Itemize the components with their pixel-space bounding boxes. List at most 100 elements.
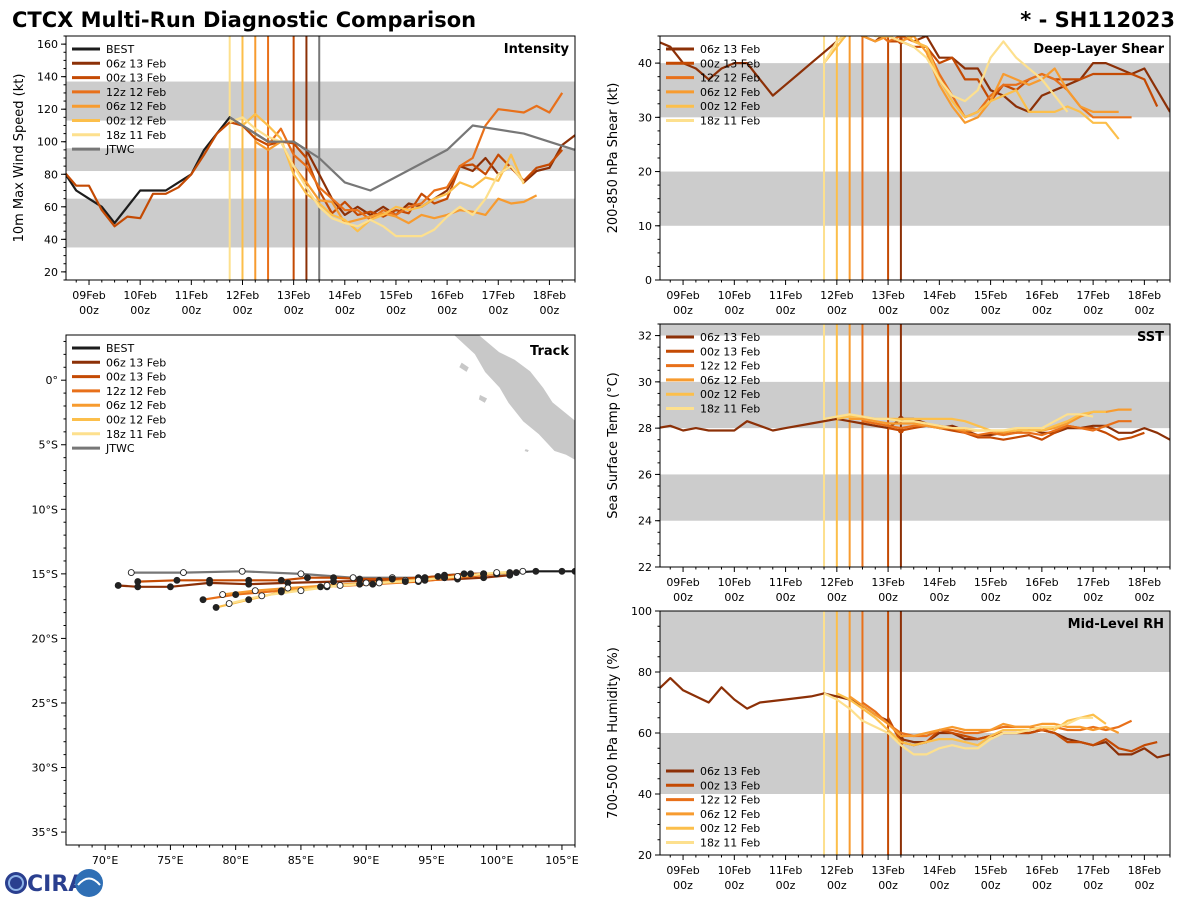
track-point-18z-11-feb [336, 582, 344, 589]
sst-xtick-hour: 00z [878, 591, 898, 604]
shear-xtick-hour: 00z [1032, 304, 1052, 317]
shear-series-00z-13-feb [888, 40, 1159, 107]
sst-xtick-date: 17Feb [1076, 576, 1109, 589]
track-point-00z-13-feb [460, 570, 468, 578]
track-point-best [467, 570, 475, 578]
intensity-series-jtwc [229, 116, 575, 192]
track-point-00z-12-feb [441, 574, 448, 582]
sst-xtick-date: 11Feb [769, 576, 802, 589]
intensity-ytick-label: 140 [37, 71, 58, 84]
rh-xtick-hour: 00z [1134, 879, 1154, 892]
sst-title: SST [1137, 330, 1164, 345]
shear-xtick-hour: 00z [981, 304, 1001, 317]
sst-xtick-hour: 00z [1134, 591, 1154, 604]
track-legend-label: 06z 13 Feb [106, 356, 166, 369]
track-ytick-label: 25°S [32, 697, 58, 710]
intensity-xtick-hour: 00z [437, 304, 457, 317]
rh-xtick-date: 16Feb [1025, 864, 1058, 877]
cira-logo-wave-icon [77, 877, 101, 886]
intensity-xtick-date: 16Feb [430, 289, 463, 302]
shear-legend-label: 12z 12 Feb [700, 72, 760, 85]
shear-band-0 [660, 171, 1170, 226]
intensity-xtick-hour: 00z [233, 304, 253, 317]
track-point-00z-13-feb [303, 574, 311, 582]
sst-plot-area [660, 324, 1170, 567]
rh-xtick-hour: 00z [776, 879, 796, 892]
shear-ytick-label: 0 [645, 274, 652, 287]
intensity-legend-label: 18z 11 Feb [106, 129, 166, 142]
shear-xtick-date: 15Feb [974, 289, 1007, 302]
sst-xtick-date: 18Feb [1128, 576, 1161, 589]
track-point-06z-12-feb [219, 591, 227, 598]
land-siberut [477, 393, 489, 404]
shear-ytick-label: 30 [638, 111, 652, 124]
rh-xtick-hour: 00z [724, 879, 744, 892]
intensity-legend-label: 06z 13 Feb [106, 57, 166, 70]
shear-xtick-date: 14Feb [923, 289, 956, 302]
track-point-00z-12-feb [401, 578, 409, 586]
shear-ylabel: 200-850 hPa Shear (kt) [606, 83, 621, 234]
intensity-legend-label: 06z 12 Feb [106, 100, 166, 113]
rh-series-18z-11-feb [823, 692, 1094, 756]
rh-legend-label: 06z 12 Feb [700, 808, 760, 821]
track-xtick-label: 100°E [480, 854, 513, 867]
track-point-00z-13-feb [134, 578, 142, 586]
shear-xtick-hour: 00z [827, 304, 847, 317]
sst-ytick-label: 32 [638, 330, 652, 343]
shear-legend-label: 18z 11 Feb [700, 115, 760, 128]
track-point-best [532, 567, 540, 575]
track-point-18z-11-feb [225, 600, 233, 608]
intensity-panel: 20 40 60 80 100 120 140 160 09Feb 00z 10Feb 00z 11Fe… [12, 35, 576, 317]
sst-legend-label: 18z 11 Feb [700, 403, 760, 416]
track-point-18z-11-feb [454, 572, 461, 580]
shear-xtick-hour: 00z [673, 304, 693, 317]
intensity-ytick-label: 100 [37, 136, 58, 149]
rh-xtick-hour: 00z [1083, 879, 1103, 892]
track-point-06z-12-feb [251, 587, 259, 595]
track-point-06z-13-feb [166, 583, 174, 591]
land-nias [458, 361, 470, 373]
sst-band-2 [660, 324, 1170, 336]
sst-frame [659, 323, 1171, 568]
intensity-xtick-hour: 00z [488, 304, 508, 317]
rh-xtick-date: 17Feb [1076, 864, 1109, 877]
intensity-legend-label: JTWC [105, 143, 135, 156]
track-ytick-label: 20°S [32, 632, 58, 645]
track-point-best [571, 567, 575, 575]
shear-xtick-date: 16Feb [1025, 289, 1058, 302]
sst-legend-label: 06z 12 Feb [700, 374, 760, 387]
track-legend-label: 12z 12 Feb [106, 385, 166, 398]
rh-xtick-date: 12Feb [820, 864, 853, 877]
shear-xtick-date: 11Feb [769, 289, 802, 302]
sst-ylabel: Sea Surface Temp (°C) [606, 372, 621, 519]
sst-series-12z-12-feb [862, 420, 1132, 437]
sst-xtick-hour: 00z [776, 591, 796, 604]
sst-panel: 22 24 26 28 30 32 09Feb 00z 10Feb 00z 11Feb 00z 12Fe… [606, 323, 1171, 604]
track-point-00z-12-feb [356, 580, 364, 588]
sst-legend-label: 00z 12 Feb [700, 388, 760, 401]
track-point-06z-13-feb [506, 571, 514, 579]
track-xtick-label: 105°E [545, 854, 578, 867]
rh-legend-label: 12z 12 Feb [700, 794, 760, 807]
land-enggano [523, 448, 530, 453]
rh-xtick-hour: 00z [981, 879, 1001, 892]
sst-ytick-label: 24 [638, 515, 652, 528]
shear-xtick-hour: 00z [1134, 304, 1154, 317]
track-point-18z-11-feb [493, 569, 501, 577]
intensity-title: Intensity [504, 42, 570, 57]
track-legend-label: JTWC [105, 442, 135, 455]
rh-ytick-label: 40 [638, 788, 652, 801]
track-legend-label: 00z 13 Feb [106, 371, 166, 384]
sst-xtick-hour: 00z [929, 591, 949, 604]
intensity-xtick-date: 14Feb [328, 289, 361, 302]
track-point-00z-12-feb [512, 569, 520, 577]
rh-xtick-date: 09Feb [666, 864, 699, 877]
track-ytick-label: 35°S [32, 826, 58, 839]
track-point-00z-13-feb [206, 576, 214, 584]
intensity-xtick-hour: 00z [540, 304, 560, 317]
